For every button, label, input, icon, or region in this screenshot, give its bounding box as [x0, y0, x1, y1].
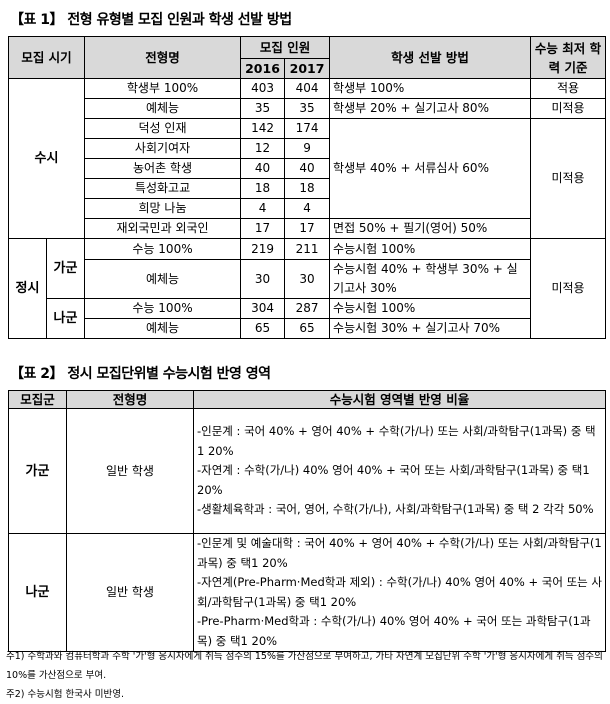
row-name: 사회기여자 — [84, 138, 242, 159]
header-ratio: 수능시험 영역별 반영 비율 — [193, 390, 606, 409]
row-name: 일반 학생 — [66, 408, 194, 534]
row-name: 수능 100% — [84, 298, 242, 319]
row-2016: 17 — [240, 218, 286, 239]
header-name: 전형명 — [66, 390, 194, 409]
row-2017: 4 — [284, 198, 331, 219]
footnote-1: 주1) 수학과와 컴퓨터학과 수학 '가'형 응시자에게 취득 점수의 15%를… — [6, 651, 603, 681]
row-method: 학생부 20% + 실기고사 80% — [329, 98, 532, 119]
row-method: 면접 50% + 필기(영어) 50% — [329, 218, 532, 239]
row-method: 학생부 100% — [329, 78, 532, 99]
header-count: 모집 인원 — [240, 36, 331, 59]
row-name: 일반 학생 — [66, 533, 194, 652]
row-2017: 40 — [284, 158, 331, 179]
header-name: 전형명 — [84, 36, 242, 79]
table1-title: 【표 1】 전형 유형별 모집 인원과 학생 선발 방법 — [10, 12, 292, 28]
row-2016: 219 — [240, 238, 286, 260]
footnote-2: 주2) 수능시험 한국사 미반영. — [6, 689, 124, 700]
header-group: 모집군 — [8, 390, 67, 409]
row-2016: 4 — [240, 198, 286, 219]
row-2016: 40 — [240, 158, 286, 179]
row-method: 수능시험 40% + 학생부 30% + 실기고사 30% — [329, 259, 532, 299]
row-name: 특성화고교 — [84, 178, 242, 199]
ratio-line: -생활체육학과 : 국어, 영어, 수학(가/나), 사회/과학탐구(1과목) … — [197, 502, 594, 517]
row-name: 예체능 — [84, 98, 242, 119]
row-2016: 403 — [240, 78, 286, 99]
header-period: 모집 시기 — [7, 36, 86, 79]
ratio-line: -자연계 : 수학(가/나) 40% 영어 40% + 국어 또는 사회/과학탐… — [197, 463, 590, 497]
header-minimum: 수능 최저 학력 기준 — [530, 36, 607, 79]
row-2017: 17 — [284, 218, 331, 239]
row-minimum: 적용 — [530, 78, 607, 99]
csat-ratio-table: 모집군 전형명 수능시험 영역별 반영 비율 가군 일반 학생 -인문계 : 국… — [8, 390, 606, 652]
row-name: 예체능 — [84, 318, 242, 339]
ratio-line: -Pre-Pharm·Med학과 : 수학(가/나) 40% 영어 40% + … — [197, 614, 591, 648]
row-minimum: 미적용 — [530, 118, 607, 239]
row-minimum: 미적용 — [530, 238, 607, 339]
row-name: 재외국민과 외국인 — [84, 218, 242, 239]
row-method: 수능시험 100% — [329, 238, 532, 260]
recruitment-table: 모집 시기 전형명 모집 인원 학생 선발 방법 수능 최저 학력 기준 201… — [7, 36, 607, 339]
jeongsi-label: 정시 — [8, 238, 47, 339]
row-2017: 9 — [284, 138, 331, 159]
header-2016: 2016 — [240, 58, 286, 79]
susi-label: 수시 — [7, 78, 86, 239]
row-2017: 174 — [284, 118, 331, 139]
row-2017: 18 — [284, 178, 331, 199]
row-name: 덕성 인재 — [84, 118, 242, 139]
ratio-cell: -인문계 : 국어 40% + 영어 40% + 수학(가/나) 또는 사회/과… — [193, 408, 606, 534]
row-name: 예체능 — [84, 259, 242, 299]
ga-group-label: 가군 — [45, 238, 86, 299]
row-minimum: 미적용 — [530, 98, 607, 119]
row-2017: 404 — [284, 78, 331, 99]
row-method: 수능시험 100% — [329, 298, 532, 319]
footnotes: 주1) 수학과와 컴퓨터학과 수학 '가'형 응시자에게 취득 점수의 15%를… — [6, 647, 606, 704]
ratio-cell: -인문계 및 예술대학 : 국어 40% + 영어 40% + 수학(가/나) … — [193, 533, 606, 652]
row-2016: 304 — [240, 298, 286, 319]
row-2016: 35 — [240, 98, 286, 119]
row-2017: 35 — [284, 98, 331, 119]
group-ga: 가군 — [8, 408, 67, 534]
row-2016: 142 — [240, 118, 286, 139]
row-2016: 12 — [240, 138, 286, 159]
ratio-line: -인문계 : 국어 40% + 영어 40% + 수학(가/나) 또는 사회/과… — [197, 424, 596, 458]
row-2017: 287 — [284, 298, 331, 319]
row-name: 농어촌 학생 — [84, 158, 242, 179]
table2-title: 【표 2】 정시 모집단위별 수능시험 반영 영역 — [10, 366, 271, 382]
header-method: 학생 선발 방법 — [329, 36, 532, 79]
header-2017: 2017 — [284, 58, 331, 79]
na-group-label: 나군 — [45, 298, 86, 339]
row-method: 수능시험 30% + 실기고사 70% — [329, 318, 532, 339]
row-2017: 65 — [284, 318, 331, 339]
group-na: 나군 — [8, 533, 67, 652]
row-name: 수능 100% — [84, 238, 242, 260]
row-name: 희망 나눔 — [84, 198, 242, 219]
row-2016: 65 — [240, 318, 286, 339]
ratio-line: -자연계(Pre-Pharm·Med학과 제외) : 수학(가/나) 40% 영… — [197, 575, 602, 609]
row-method: 학생부 40% + 서류심사 60% — [329, 118, 532, 219]
row-name: 학생부 100% — [84, 78, 242, 99]
row-2017: 211 — [284, 238, 331, 260]
row-2017: 30 — [284, 259, 331, 299]
row-2016: 18 — [240, 178, 286, 199]
ratio-line: -인문계 및 예술대학 : 국어 40% + 영어 40% + 수학(가/나) … — [197, 536, 602, 570]
row-2016: 30 — [240, 259, 286, 299]
